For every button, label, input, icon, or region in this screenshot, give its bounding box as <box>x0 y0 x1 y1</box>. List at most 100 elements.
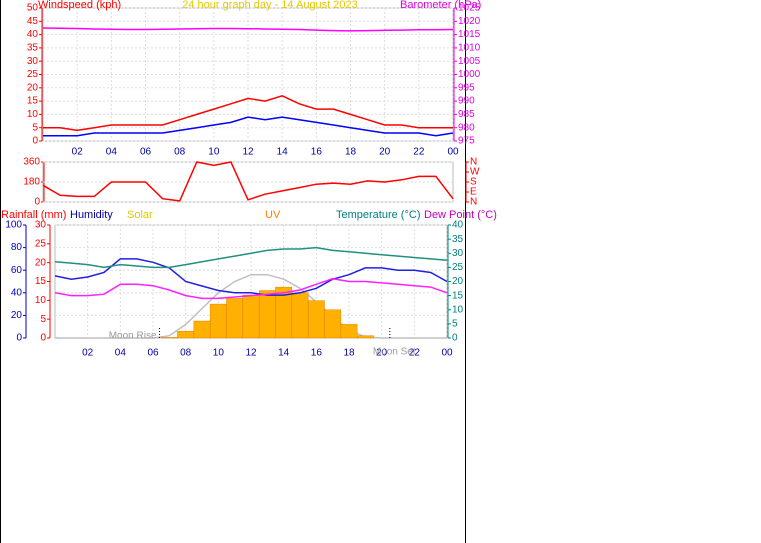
x-tick-label: 12 <box>242 147 254 158</box>
x-tick-label: 16 <box>311 348 323 359</box>
solar-bar <box>307 300 325 339</box>
series-line <box>54 246 448 269</box>
solar-bar <box>226 298 244 339</box>
legend-label: Dew Point (°C) <box>424 209 497 221</box>
y2-tick-label: 25 <box>452 262 464 273</box>
y2-tick-label: N <box>470 157 477 168</box>
y2-tick-label: 0 <box>452 333 458 344</box>
solar-bar <box>258 290 276 339</box>
y-tick-label: 360 <box>23 157 40 168</box>
solar-bar <box>160 337 178 339</box>
y-tick-label: 5 <box>32 122 38 133</box>
y2-tick-label: 5 <box>452 319 458 330</box>
y3-tick-label: 20 <box>35 257 47 268</box>
y-tick-label: 15 <box>27 96 39 107</box>
chart-title: 24 hour graph day - 14 August 2023 <box>182 0 358 11</box>
x-tick-label: 20 <box>379 147 391 158</box>
legend-label: Temperature (°C) <box>336 209 420 221</box>
x-tick-label: 02 <box>82 348 94 359</box>
x-tick-label: 10 <box>213 348 225 359</box>
y-tick-label: 45 <box>27 16 39 27</box>
y3-tick-label: 5 <box>40 314 46 325</box>
solar-bar <box>177 330 195 339</box>
y3-tick-label: 25 <box>35 238 47 249</box>
x-tick-label: 20 <box>376 348 388 359</box>
y-tick-label: 40 <box>27 29 39 40</box>
legend-label: Solar <box>127 209 153 221</box>
y-tick-label: 180 <box>23 177 40 188</box>
y-tick-label: 0 <box>32 136 38 147</box>
y2-tick-label: 20 <box>452 276 464 287</box>
y2-tick-label: S <box>470 177 477 188</box>
y-tick-label: 35 <box>27 43 39 54</box>
y2-tick-label: 1005 <box>458 56 481 67</box>
series-line <box>43 94 453 132</box>
y2-tick-label: 35 <box>452 234 464 245</box>
solar-bar <box>209 303 227 339</box>
y2-tick-label: 1015 <box>458 29 481 40</box>
x-tick-label: 08 <box>180 348 192 359</box>
solar-bar <box>193 320 211 339</box>
y2-tick-label: 40 <box>452 220 464 231</box>
y2-tick-label: 995 <box>458 82 475 93</box>
x-tick-label: 06 <box>147 348 159 359</box>
y2-tick-label: 980 <box>458 122 475 133</box>
y2-tick-label: 30 <box>452 248 464 259</box>
y-tick-label: 30 <box>27 56 39 67</box>
y2-tick-label: 1010 <box>458 43 481 54</box>
solar-bar <box>242 294 260 339</box>
x-tick-label: 00 <box>441 348 453 359</box>
series-line <box>54 277 448 300</box>
solar-bar <box>291 292 309 339</box>
x-tick-label: 02 <box>72 147 84 158</box>
y2-tick-label: 15 <box>452 290 464 301</box>
legend-label: Humidity <box>70 209 113 221</box>
series-line <box>43 116 454 137</box>
y3-tick-label: 10 <box>35 295 47 306</box>
y3-tick-label: 30 <box>35 220 47 231</box>
y-tick-label: 20 <box>11 310 23 321</box>
y2-tick-label: 1000 <box>458 69 481 80</box>
y2-tick-label: 10 <box>452 304 464 315</box>
y-tick-label: 80 <box>11 242 23 253</box>
x-tick-label: 22 <box>409 348 421 359</box>
series-line <box>55 273 447 339</box>
x-tick-label: 12 <box>245 348 257 359</box>
x-tick-label: 18 <box>345 147 357 158</box>
x-tick-label: 22 <box>413 147 425 158</box>
y2-tick-label: E <box>470 187 477 198</box>
x-tick-label: 06 <box>140 147 152 158</box>
y3-tick-label: 0 <box>40 333 46 344</box>
x-tick-label: 14 <box>278 348 290 359</box>
solar-bar <box>340 324 358 339</box>
y2-tick-label: 1025 <box>458 3 481 14</box>
y-axis-title: Windspeed (kph) <box>38 0 121 11</box>
annotation-label: Moon Rise <box>109 331 157 342</box>
y-tick-label: 100 <box>5 220 22 231</box>
series-line <box>42 161 454 202</box>
x-tick-label: 18 <box>343 348 355 359</box>
y-tick-label: 20 <box>27 82 39 93</box>
x-tick-label: 04 <box>106 147 118 158</box>
y2-tick-label: 990 <box>458 96 475 107</box>
y-tick-label: 50 <box>27 3 39 14</box>
y-tick-label: 40 <box>11 287 23 298</box>
y-tick-label: 0 <box>34 197 40 208</box>
x-tick-label: 08 <box>174 147 186 158</box>
y-tick-label: 60 <box>11 265 23 276</box>
y-tick-label: 25 <box>27 69 39 80</box>
legend-label: UV <box>265 209 281 221</box>
annotation-label: Moon Set <box>373 347 416 358</box>
x-tick-label: 14 <box>277 147 289 158</box>
series-line <box>54 258 448 296</box>
solar-bar <box>356 335 374 339</box>
y2-tick-label: W <box>470 167 480 178</box>
y2-tick-label: 1020 <box>458 16 481 27</box>
y-tick-label: 10 <box>27 109 39 120</box>
x-tick-label: 16 <box>311 147 323 158</box>
y2-tick-label: N <box>470 197 477 208</box>
x-tick-label: 04 <box>115 348 127 359</box>
y3-tick-label: 15 <box>35 276 47 287</box>
y2-tick-label: 985 <box>458 109 475 120</box>
